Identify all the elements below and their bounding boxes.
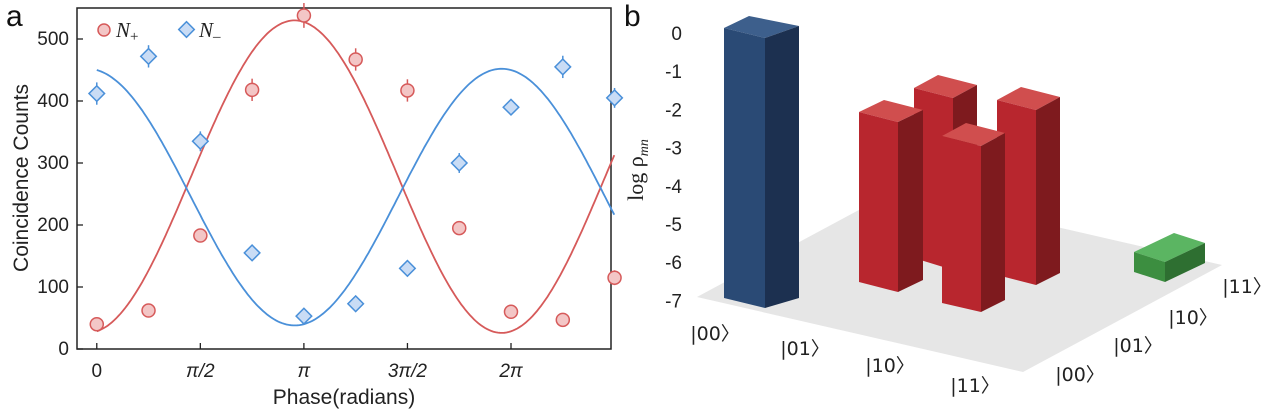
data-point-n-plus bbox=[451, 220, 467, 236]
legend-label-n-plus: N+ bbox=[115, 18, 138, 45]
column-label: |11〉 bbox=[1222, 276, 1269, 298]
bar-blue-00-00 bbox=[724, 16, 799, 308]
bar-side bbox=[898, 110, 923, 292]
y-tick-label: 100 bbox=[37, 277, 69, 298]
panel-label-a: a bbox=[6, 0, 23, 33]
bar-front bbox=[997, 100, 1036, 285]
row-label: |11〉 bbox=[950, 375, 1000, 397]
z-tick-label: -4 bbox=[665, 177, 682, 198]
row-label: |01〉 bbox=[780, 338, 830, 360]
y-tick-label: 400 bbox=[37, 91, 69, 112]
bar-top bbox=[1134, 233, 1205, 262]
fit-curve-n-plus bbox=[96, 19, 616, 334]
x-tick-label: π/2 bbox=[186, 361, 215, 382]
data-point-n-plus bbox=[503, 304, 519, 320]
y-axis-ticks: 0 100 200 300 400 500 bbox=[37, 29, 83, 360]
z-tick-label: -1 bbox=[665, 62, 682, 83]
line-chart-panel-a: 0 100 200 300 400 500 0 π/2 π 3π/2 2π N+ N– Coinc… bbox=[10, 3, 624, 409]
y-axis-title: Coincidence Counts bbox=[10, 84, 33, 272]
data-point-n-plus bbox=[555, 312, 571, 328]
x-tick-label: 0 bbox=[91, 361, 102, 382]
data-point-n-minus bbox=[605, 89, 624, 107]
data-point-n-plus bbox=[296, 8, 312, 23]
y-tick-label: 200 bbox=[37, 215, 69, 236]
data-point-n-plus bbox=[141, 303, 156, 318]
bar-side bbox=[765, 26, 799, 308]
data-point-n-minus bbox=[450, 154, 469, 172]
column-label: |10〉 bbox=[1168, 307, 1218, 329]
bar-red-10-10 bbox=[997, 87, 1060, 285]
data-point-n-minus bbox=[398, 259, 417, 278]
data-point-n-minus bbox=[295, 307, 313, 325]
data-point-n-plus bbox=[607, 270, 622, 285]
y-tick-label: 500 bbox=[37, 29, 69, 50]
z-tick-label: -2 bbox=[665, 100, 682, 121]
data-point-n-minus bbox=[139, 47, 158, 66]
legend: N+ N– bbox=[97, 18, 221, 45]
bar-side bbox=[1036, 97, 1060, 285]
bar-side bbox=[981, 133, 1005, 312]
legend-marker-n-plus bbox=[97, 23, 111, 37]
data-point-n-plus bbox=[89, 316, 105, 332]
bar3d-panel-b: 0-1-2-3-4-5-6-7 log ρmn |00〉|01〉|10〉|11〉… bbox=[623, 16, 1269, 397]
bar-top bbox=[859, 100, 923, 122]
bar-top bbox=[942, 123, 1005, 146]
bar-front bbox=[859, 112, 898, 292]
bar-top bbox=[914, 75, 977, 98]
y-tick-label: 0 bbox=[58, 339, 69, 360]
legend-marker-n-minus bbox=[177, 20, 196, 39]
bar-front bbox=[942, 136, 981, 312]
bar-front bbox=[724, 28, 765, 308]
data-point-n-minus bbox=[87, 84, 106, 103]
legend-label-n-minus: N– bbox=[198, 18, 221, 45]
data-point-n-minus bbox=[553, 58, 572, 76]
fit-curves bbox=[96, 19, 616, 334]
panel-label-b: b bbox=[624, 0, 641, 33]
x-tick-label: 2π bbox=[498, 361, 524, 382]
z-tick-label: 0 bbox=[671, 24, 682, 45]
data-point-n-plus bbox=[193, 228, 208, 243]
x-tick-label: π bbox=[298, 361, 312, 382]
row-label: |10〉 bbox=[865, 355, 915, 377]
data-point-n-minus bbox=[502, 98, 520, 117]
x-axis-title: Phase(radians) bbox=[273, 386, 415, 409]
data-point-n-minus bbox=[243, 244, 261, 262]
bar-top bbox=[724, 16, 799, 38]
data-point-n-plus bbox=[244, 82, 260, 98]
data-point-n-minus bbox=[346, 294, 365, 313]
column-label: |01〉 bbox=[1113, 335, 1163, 357]
z-tick-label: -3 bbox=[665, 139, 682, 160]
x-tick-label: 3π/2 bbox=[388, 361, 428, 382]
z-tick-label: -7 bbox=[665, 291, 682, 312]
plot-frame bbox=[76, 7, 612, 350]
data-point-n-plus bbox=[400, 83, 415, 98]
data-points bbox=[87, 3, 624, 332]
data-point-n-plus bbox=[348, 52, 363, 67]
bar-red-01-10 bbox=[942, 123, 1005, 312]
column-label: |00〉 bbox=[1055, 364, 1105, 386]
bar-red-01-01 bbox=[859, 100, 923, 292]
row-labels: |00〉 |01〉 |10〉 |11〉 bbox=[690, 323, 1000, 397]
y-tick-label: 300 bbox=[37, 153, 69, 174]
z-axis-ticks: 0 -1 -2 -3 -4 -5 -6 -7 bbox=[665, 24, 682, 312]
bar-side bbox=[1165, 243, 1205, 282]
bar-top bbox=[997, 87, 1060, 110]
bar-front bbox=[1134, 252, 1165, 282]
z-axis-title: log ρmn bbox=[623, 139, 652, 201]
z-tick-label: -6 bbox=[665, 253, 682, 274]
bar-green-11-11 bbox=[1134, 233, 1205, 282]
z-tick-label: -5 bbox=[665, 215, 682, 236]
row-label: |00〉 bbox=[690, 323, 740, 345]
x-axis-ticks: 0 π/2 π 3π/2 2π bbox=[91, 343, 524, 382]
data-point-n-minus bbox=[191, 132, 210, 151]
fit-curve-n-minus bbox=[96, 67, 616, 327]
column-labels: |00〉 |01〉|10〉|11〉 bbox=[1055, 276, 1269, 386]
